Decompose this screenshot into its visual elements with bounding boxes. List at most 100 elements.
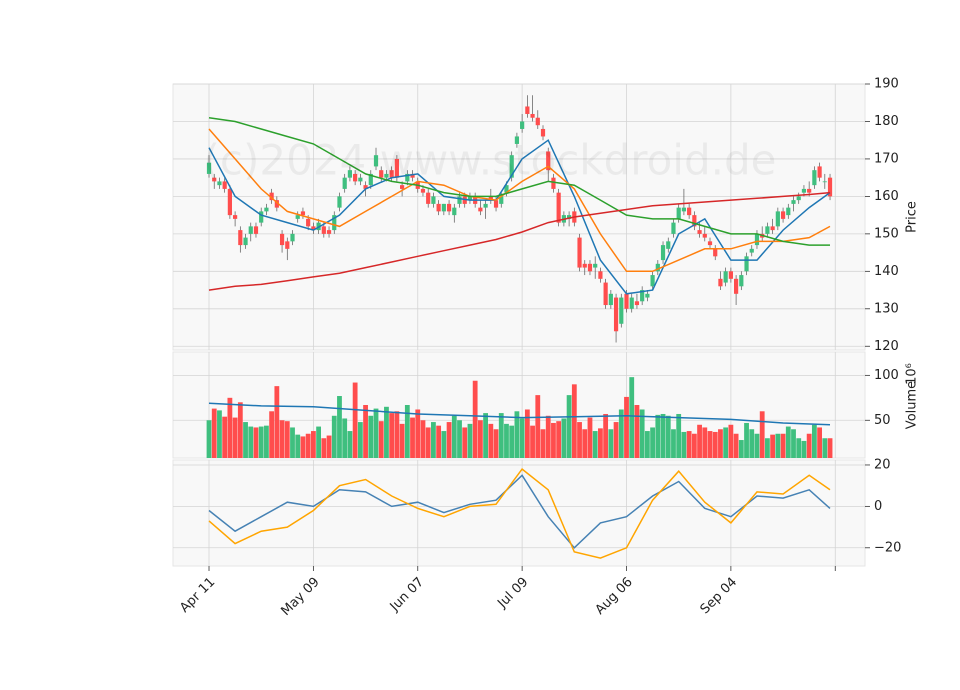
candle-body (462, 196, 467, 204)
candle-body (509, 155, 514, 178)
candle-body (692, 215, 697, 227)
candle-body (655, 263, 660, 272)
volume-bar (712, 431, 718, 458)
candle-body (566, 215, 572, 219)
candle-body (640, 290, 645, 302)
candle-body (290, 233, 295, 242)
candle-body (326, 230, 332, 234)
candle-body (796, 196, 801, 201)
candle-body (306, 218, 311, 227)
volume-bar (556, 421, 562, 458)
volume-bar (425, 427, 431, 458)
candle-body (243, 237, 248, 246)
candle-body (400, 185, 405, 189)
candle-body (483, 203, 488, 208)
candle-body (624, 293, 629, 309)
candle-body (530, 113, 535, 118)
volume-bar (269, 411, 275, 458)
volume-bar (681, 431, 687, 458)
volume-bar (284, 421, 290, 458)
candle-body (520, 121, 525, 129)
candle-body (217, 181, 222, 186)
x-tick-label: May 09 (278, 575, 322, 619)
indicator-line (208, 139, 831, 295)
y-offset-label: 10⁶ (905, 363, 920, 385)
candle-body (827, 177, 833, 197)
volume-bar (436, 425, 442, 458)
candle-body (540, 128, 546, 137)
y-tick-label: 150 (874, 226, 899, 241)
candle-body (619, 297, 624, 324)
volume-bar (342, 418, 348, 458)
volume-bar (655, 414, 661, 458)
candle-body (379, 170, 384, 178)
volume-bar (759, 411, 765, 458)
volume-bar (624, 396, 629, 458)
candle-body (733, 278, 739, 294)
y-tick-label: 160 (874, 189, 899, 204)
volume-bar (671, 429, 676, 458)
candle-body (264, 207, 269, 212)
candle-body (410, 173, 415, 178)
volume-bar (326, 435, 332, 458)
candle-body (238, 230, 243, 246)
volume-bar (639, 409, 645, 458)
candle-body (671, 222, 676, 234)
candle-body (446, 203, 452, 212)
volume-bar (264, 425, 269, 458)
candle-body (687, 207, 692, 216)
candle-body (676, 207, 681, 219)
candle-body (812, 170, 817, 186)
candle-body (295, 215, 300, 219)
candle-body (347, 170, 353, 178)
candle-body (770, 226, 775, 231)
candle-body (765, 226, 770, 234)
volume-bar (644, 431, 650, 458)
candle-body (373, 155, 379, 167)
volume-bar (718, 429, 723, 458)
indicator-line (208, 468, 831, 559)
indicator-line (208, 402, 831, 426)
y-tick-label: 50 (874, 413, 891, 428)
volume-bar (467, 423, 473, 458)
y-tick-label: 180 (874, 114, 899, 129)
candle-body (780, 211, 786, 219)
volume-bar (686, 431, 692, 458)
indicator-line (208, 128, 831, 273)
candle-body (285, 241, 290, 249)
volume-bar (253, 427, 259, 458)
volume-bar (462, 427, 468, 458)
volume-bar (509, 425, 515, 458)
candle-body (467, 196, 473, 201)
volume-bar (571, 384, 577, 458)
watermark: (c)2024 www.stockdroid.de (204, 136, 777, 185)
candle-body (420, 188, 426, 193)
candle-body (713, 248, 718, 257)
volume-bar (613, 422, 619, 458)
volume-bar (551, 422, 556, 458)
candle-body (222, 181, 227, 189)
volume-bar (493, 429, 499, 458)
candle-body (807, 188, 812, 193)
candle-body (723, 271, 728, 283)
x-tick-label: Jun 07 (387, 575, 427, 615)
candle-body (593, 263, 598, 268)
volume-bar (535, 395, 541, 458)
volume-bar (582, 429, 588, 458)
candle-body (431, 196, 436, 204)
volume-bar (420, 420, 426, 458)
volume-bar (217, 410, 222, 458)
candle-body (613, 297, 619, 332)
candle-body (253, 226, 259, 234)
candle-body (321, 226, 326, 234)
volume-bar (206, 420, 212, 458)
y-tick-label: 100 (874, 368, 899, 383)
candle-body (405, 173, 410, 182)
candle-body (514, 136, 520, 144)
volume-bar (477, 420, 483, 458)
volume-bar (446, 422, 452, 458)
volume-bar (483, 413, 489, 458)
volume-bar (691, 433, 697, 458)
volume-bar (399, 423, 405, 458)
candle-body (499, 196, 504, 204)
